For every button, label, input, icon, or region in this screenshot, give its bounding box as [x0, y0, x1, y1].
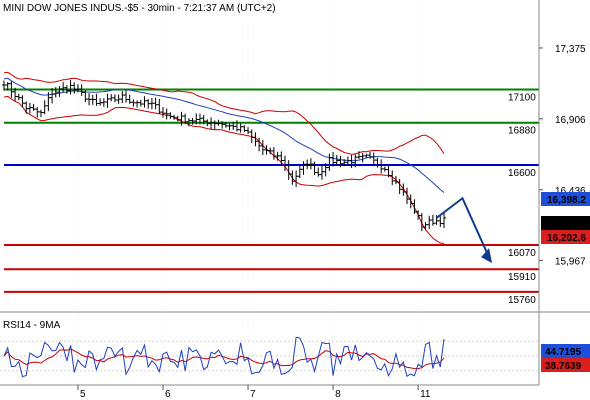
- rsi-value-box: [541, 358, 590, 372]
- level-label: 16880: [508, 126, 536, 137]
- rsi-value-boxes: 44.7195 38.7639: [541, 344, 590, 372]
- y-tick-label: 15,967: [555, 257, 586, 268]
- value-box-label: 16,202.6: [547, 233, 586, 244]
- rsi-title: RSI14 - 9MA: [3, 320, 61, 331]
- x-tick-label: 5: [80, 389, 86, 400]
- rsi-panel: [0, 336, 539, 378]
- price-bars: [2, 79, 446, 232]
- projection-path: [436, 196, 489, 256]
- value-box: [541, 192, 590, 206]
- main-grid: [77, 0, 419, 385]
- level-label: 15760: [508, 295, 536, 306]
- x-tick-label: 7: [250, 389, 256, 400]
- level-labels: 17100 16880 16600 16070 15910 15760: [508, 93, 536, 306]
- level-label: 16070: [508, 248, 536, 259]
- projection-arrowhead: [481, 248, 493, 264]
- value-box-label: 16,233: [547, 219, 578, 230]
- rsi-line: [3, 336, 445, 378]
- value-box: [541, 216, 590, 230]
- y-tick-label: 17,375: [555, 44, 586, 55]
- value-box: [541, 230, 590, 244]
- rsi-value-label: 44.7195: [545, 347, 582, 358]
- level-label: 15910: [508, 272, 536, 283]
- rsi-value-label: 38.7639: [545, 361, 582, 372]
- value-box-label: 16,398.2: [547, 195, 586, 206]
- y-tick-label: 16,436: [555, 186, 586, 197]
- y-tick-label: 16,906: [555, 115, 586, 126]
- projection-arrow: [436, 196, 493, 264]
- x-tick-label: 6: [165, 389, 171, 400]
- support-resistance-levels: [4, 88, 539, 293]
- rsi-ma-line: [3, 348, 445, 370]
- x-tick-label: 8: [335, 389, 341, 400]
- x-tick-label: 11: [420, 389, 431, 400]
- rsi-value-box: [541, 344, 590, 358]
- level-label: 17100: [508, 93, 536, 104]
- chart-title: MINI DOW JONES INDUS.-$5 - 30min - 7:21:…: [3, 3, 276, 14]
- bollinger-lower: [3, 95, 445, 244]
- x-axis-ticks: 5 6 7 8 11: [77, 385, 431, 400]
- level-label: 16600: [508, 168, 536, 179]
- bollinger-upper: [3, 71, 445, 155]
- price-value-boxes: 16,398.2 16,233 16,202.6: [541, 192, 590, 244]
- y-axis-ticks: 17,375 16,906 16,436 15,967: [539, 44, 586, 268]
